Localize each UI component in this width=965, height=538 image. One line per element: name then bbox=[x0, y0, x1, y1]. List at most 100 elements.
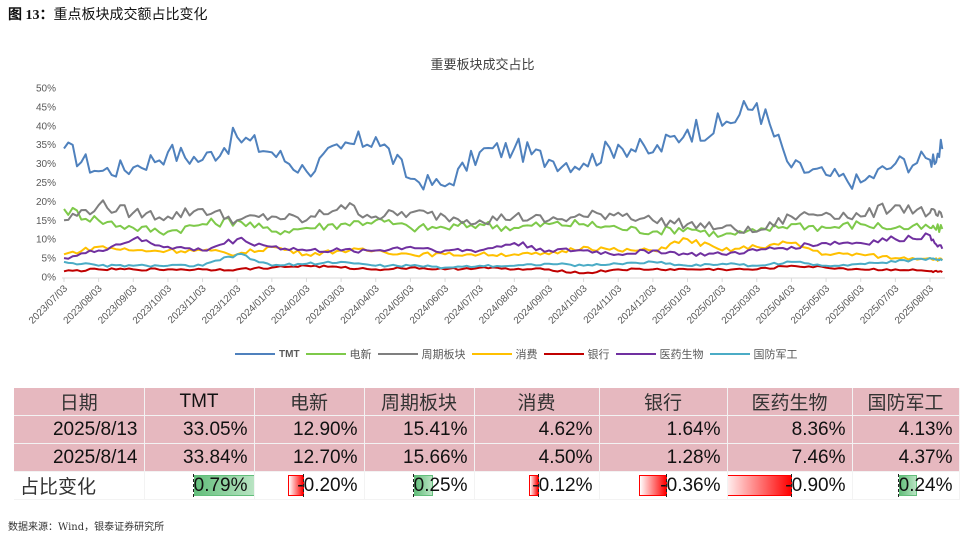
column-header: TMT bbox=[144, 388, 255, 416]
series-line-2 bbox=[63, 199, 944, 234]
legend-line-icon bbox=[377, 353, 418, 355]
change-cell: 0.25% bbox=[364, 471, 475, 500]
change-value: -0.36% bbox=[660, 474, 721, 496]
column-header: 银行 bbox=[599, 388, 728, 416]
legend-item: TMT bbox=[235, 349, 300, 360]
column-header: 电新 bbox=[254, 388, 365, 416]
value-cell: 15.66% bbox=[364, 443, 475, 472]
change-cell: -0.20% bbox=[254, 471, 365, 500]
y-tick-label: 10% bbox=[36, 235, 56, 246]
figure-title-text: 重点板块成交额占比变化 bbox=[53, 7, 208, 23]
legend-item: 国防军工 bbox=[709, 346, 798, 362]
value-cell: 7.46% bbox=[727, 443, 853, 472]
chart-legend: TMT 电新 周期板块 消费 银行 医药生物 国防军工 bbox=[235, 346, 804, 362]
value-cell: 33.84% bbox=[144, 443, 255, 472]
legend-label: TMT bbox=[279, 348, 300, 360]
figure-title: 图 13：重点板块成交额占比变化 bbox=[8, 4, 208, 24]
series-line-3 bbox=[63, 237, 944, 262]
date-cell: 2025/8/13 bbox=[14, 415, 145, 444]
date-cell: 2025/8/14 bbox=[14, 443, 145, 472]
data-bar-axis bbox=[412, 474, 414, 497]
positive-data-bar bbox=[193, 475, 253, 496]
series-line-4 bbox=[63, 264, 943, 275]
legend-label: 国防军工 bbox=[753, 348, 798, 361]
legend-item: 电新 bbox=[305, 346, 372, 362]
positive-data-bar bbox=[413, 475, 433, 496]
change-row: 占比变化 0.79% -0.20% 0.25% -0.12% -0.36% -0.90% 0.… bbox=[14, 471, 960, 500]
column-header: 周期板块 bbox=[364, 388, 475, 416]
change-value: -0.90% bbox=[785, 474, 846, 496]
line-chart: 重要板块成交占比 0% 5% 10% 15% 20% 25% 30% 35% 40% 45% 50%… bbox=[0, 40, 965, 370]
legend-line-icon bbox=[543, 353, 584, 355]
table-row: 2025/8/14 33.84% 12.70% 15.66% 4.50% 1.28% 7.4… bbox=[14, 443, 960, 472]
change-value: 0.24% bbox=[898, 474, 953, 496]
y-tick-label: 15% bbox=[36, 216, 56, 227]
legend-label: 周期板块 bbox=[421, 348, 466, 361]
data-bar-axis bbox=[790, 474, 792, 497]
value-cell: 12.90% bbox=[254, 415, 365, 444]
legend-item: 周期板块 bbox=[377, 346, 466, 362]
value-cell: 4.13% bbox=[852, 415, 960, 444]
change-cell: -0.90% bbox=[727, 471, 853, 500]
value-cell: 8.36% bbox=[727, 415, 853, 444]
y-tick-label: 20% bbox=[36, 197, 56, 208]
column-header: 国防军工 bbox=[852, 388, 960, 416]
legend-item: 银行 bbox=[543, 346, 610, 362]
y-tick-label: 35% bbox=[36, 140, 56, 151]
column-header: 消费 bbox=[474, 388, 600, 416]
value-cell: 12.70% bbox=[254, 443, 365, 472]
change-cell: -0.12% bbox=[474, 471, 600, 500]
negative-data-bar bbox=[727, 475, 792, 496]
change-value: -0.20% bbox=[297, 474, 358, 496]
value-cell: 4.50% bbox=[474, 443, 600, 472]
legend-item: 医药生物 bbox=[615, 346, 704, 362]
column-header: 医药生物 bbox=[727, 388, 853, 416]
value-cell: 1.64% bbox=[599, 415, 728, 444]
legend-item: 消费 bbox=[471, 346, 538, 362]
table-row: 2025/8/13 33.05% 12.90% 15.41% 4.62% 1.64% 8.3… bbox=[14, 415, 960, 444]
data-bar-axis bbox=[665, 474, 667, 497]
value-cell: 4.62% bbox=[474, 415, 600, 444]
legend-line-icon bbox=[235, 353, 275, 355]
data-bar-axis bbox=[302, 474, 304, 497]
value-cell: 4.37% bbox=[852, 443, 960, 472]
series-line-0 bbox=[63, 100, 944, 191]
value-cell: 33.05% bbox=[144, 415, 255, 444]
change-value: 0.79% bbox=[193, 474, 248, 496]
chart-plot: 0%5%10%15%20%25%30%35%40%45%50%2023/07/0… bbox=[27, 84, 945, 327]
y-tick-label: 50% bbox=[36, 84, 56, 95]
figure-label: 图 13： bbox=[8, 8, 54, 23]
y-tick-label: 40% bbox=[36, 121, 56, 132]
summary-table: 日期 TMT 电新 周期板块 消费 银行 医药生物 国防军工 2025/8/13 33.05% 1… bbox=[14, 388, 960, 500]
table-header-row: 日期 TMT 电新 周期板块 消费 银行 医药生物 国防军工 bbox=[14, 388, 960, 416]
legend-line-icon bbox=[305, 353, 346, 355]
change-cell: 0.79% bbox=[144, 471, 255, 500]
legend-label: 银行 bbox=[587, 348, 610, 361]
legend-label: 电新 bbox=[349, 348, 372, 361]
value-cell: 15.41% bbox=[364, 415, 475, 444]
chart-title: 重要板块成交占比 bbox=[430, 58, 535, 73]
y-tick-label: 25% bbox=[36, 178, 56, 189]
change-cell: 0.24% bbox=[852, 471, 960, 500]
column-header: 日期 bbox=[14, 388, 145, 416]
data-bar-axis bbox=[897, 474, 899, 497]
legend-label: 医药生物 bbox=[659, 348, 704, 361]
change-label: 占比变化 bbox=[14, 471, 145, 500]
change-cell: -0.36% bbox=[599, 471, 728, 500]
series-line-6 bbox=[63, 252, 943, 270]
y-tick-label: 45% bbox=[36, 102, 56, 113]
legend-line-icon bbox=[615, 353, 656, 355]
positive-data-bar bbox=[898, 475, 918, 496]
legend-line-icon bbox=[471, 353, 512, 355]
y-tick-label: 0% bbox=[42, 273, 57, 284]
y-tick-label: 5% bbox=[42, 254, 57, 265]
value-cell: 1.28% bbox=[599, 443, 728, 472]
y-tick-label: 30% bbox=[36, 159, 56, 170]
change-value: -0.12% bbox=[532, 474, 593, 496]
legend-line-icon bbox=[709, 353, 750, 355]
series-line-5 bbox=[63, 232, 944, 260]
change-value: 0.25% bbox=[413, 474, 468, 496]
data-bar-axis bbox=[537, 474, 539, 497]
source-note: 数据来源：Wind，银泰证券研究所 bbox=[8, 522, 165, 533]
legend-label: 消费 bbox=[515, 348, 538, 361]
